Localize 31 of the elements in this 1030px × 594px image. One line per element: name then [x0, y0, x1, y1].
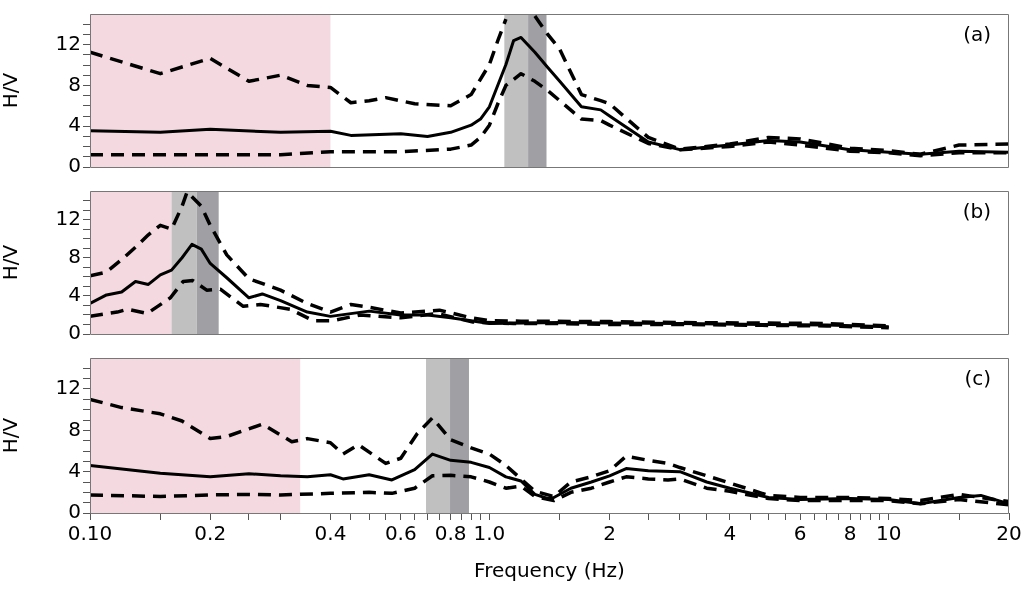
x-tick-label: 0.8 — [434, 521, 467, 546]
annotation: (b) — [962, 199, 991, 224]
x-tick-label: 10 — [876, 521, 902, 546]
x-tick-label: 2 — [603, 521, 616, 546]
annotation: (a) — [963, 22, 991, 47]
x-tick-label: 4 — [723, 521, 737, 546]
x-tick-label: 0.4 — [314, 521, 347, 546]
x-tick-label: 1.0 — [473, 521, 506, 546]
y-tick-label: 0 — [68, 153, 81, 178]
x-tick-label: 20 — [996, 521, 1022, 546]
x-tick-label: 0.2 — [194, 521, 227, 546]
x-axis-title: Frequency (Hz) — [474, 558, 625, 583]
y-axis-title: H/V — [0, 417, 23, 454]
x-tick-label: 0.6 — [384, 521, 417, 546]
y-tick-label: 4 — [68, 457, 81, 482]
y-tick-label: 4 — [68, 112, 81, 137]
y-tick-label: 8 — [68, 243, 81, 268]
y-tick-label: 0 — [68, 499, 81, 524]
annotation: (c) — [964, 366, 991, 391]
y-tick-label: 4 — [68, 282, 81, 307]
y-tick-label: 8 — [68, 71, 81, 96]
y-tick-label: 12 — [55, 30, 81, 55]
y-tick-label: 12 — [55, 205, 81, 230]
y-tick-label: 12 — [55, 375, 81, 400]
y-tick-label: 8 — [68, 416, 81, 441]
x-tick-label: 6 — [793, 521, 807, 546]
y-axis-title: H/V — [0, 244, 23, 281]
x-tick-label: 0.10 — [67, 521, 113, 546]
x-tick-label: 8 — [843, 521, 857, 546]
y-tick-label: 0 — [68, 320, 81, 345]
y-axis-title: H/V — [0, 72, 23, 109]
